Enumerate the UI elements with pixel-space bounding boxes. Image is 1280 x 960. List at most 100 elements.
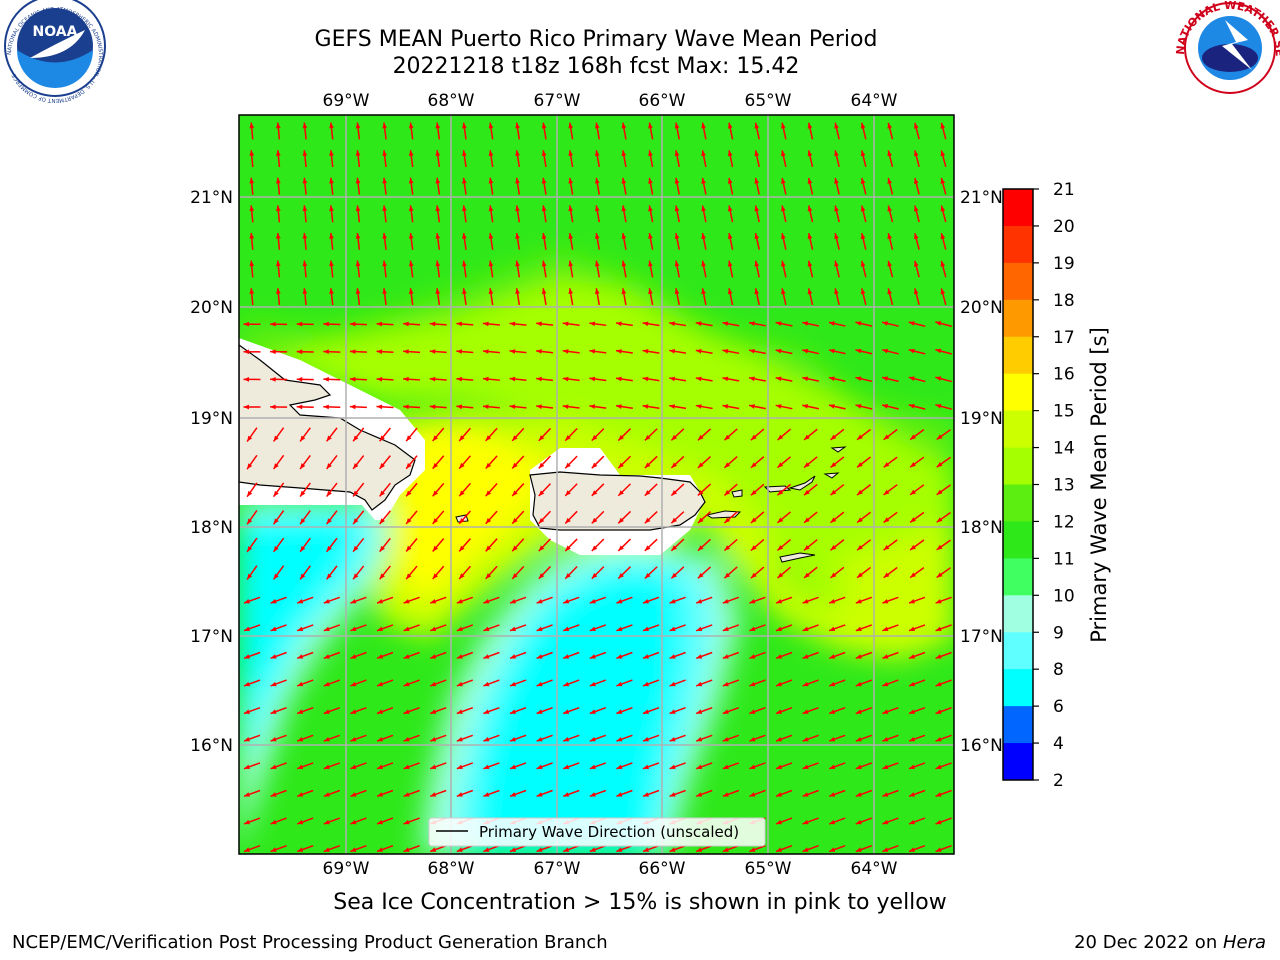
wave-arrow-head: [643, 764, 650, 770]
wave-arrow-head: [435, 232, 441, 239]
wave-arrow-head: [296, 321, 303, 327]
wave-arrow-head: [562, 349, 569, 354]
wave-arrow-head: [754, 288, 760, 295]
wave-arrow-head: [777, 545, 784, 551]
wave-arrow-head: [591, 462, 598, 469]
virgin-islands: [763, 446, 847, 493]
wave-arrow-head: [775, 321, 782, 326]
wave-arrow-head: [696, 626, 703, 632]
wave-arrow-head: [350, 681, 357, 687]
wave-arrow-head: [669, 599, 676, 604]
wave-arrow-head: [855, 819, 862, 825]
wave-arrow-head: [275, 232, 281, 239]
wave-arrow-head: [270, 626, 277, 632]
wave-arrow-head: [644, 517, 651, 524]
wave-arrow-head: [355, 260, 361, 267]
colorbar-segment: [1003, 706, 1033, 744]
wave-arrow-head: [618, 434, 624, 441]
wave-arrow-head: [855, 709, 862, 714]
noaa-logo: NOAA NATIONAL OCEANIC AND ATMOSPHERIC AD…: [4, 0, 106, 103]
wave-arrow-head: [781, 260, 786, 267]
wave-arrow-head: [643, 709, 650, 714]
wave-arrow-head: [379, 490, 385, 497]
wave-arrow-head: [936, 572, 943, 578]
wave-arrow-head: [406, 490, 412, 497]
wave-arrow-head: [674, 177, 680, 184]
wave-arrow-head: [459, 518, 465, 524]
wave-arrow-head: [648, 288, 653, 295]
colorbar-tick-label: 21: [1053, 180, 1075, 200]
wave-arrow-head: [538, 545, 545, 552]
wave-arrow-head: [302, 288, 308, 294]
wave-arrow-head: [910, 517, 916, 523]
wave-arrow-head: [249, 177, 255, 184]
wave-arrow-head: [701, 122, 706, 129]
wave-arrow-head: [644, 462, 651, 469]
wave-arrow-head: [724, 434, 731, 441]
wave-arrow-head: [515, 260, 520, 267]
wave-arrow-head: [828, 404, 835, 409]
wave-arrow-head: [803, 517, 810, 523]
wave-arrow-head: [802, 819, 809, 825]
wave-arrow-head: [483, 626, 490, 632]
wave-arrow-head: [326, 435, 332, 442]
wave-arrow-head: [671, 572, 678, 579]
wave-arrow-head: [722, 847, 729, 852]
wave-arrow-head: [701, 288, 706, 295]
wave-arrow-head: [510, 792, 517, 797]
wave-arrow-head: [913, 260, 919, 267]
wave-arrow-head: [803, 489, 810, 496]
wave-arrow-head: [642, 404, 649, 409]
wave-arrow-head: [243, 404, 250, 410]
wave-arrow-head: [589, 737, 596, 742]
chart-subtitle: 20221218 t18z 168h fcst Max: 15.42: [392, 54, 800, 79]
wave-arrow-head: [244, 681, 251, 687]
wave-arrow-head: [430, 599, 437, 604]
wave-arrow-head: [541, 177, 547, 184]
wave-arrow-head: [750, 489, 757, 496]
wave-arrow-head: [749, 321, 755, 326]
wave-arrow-head: [594, 205, 600, 212]
wave-arrow-head: [589, 404, 596, 409]
colorbar-segment: [1003, 632, 1033, 670]
wave-arrow-head: [724, 517, 731, 524]
wave-arrow-head: [270, 681, 277, 687]
wave-arrow-head: [777, 489, 784, 496]
wave-arrow-head: [696, 599, 703, 604]
wave-arrow-head: [908, 376, 915, 381]
wave-arrow-head: [936, 517, 943, 523]
wave-arrow-head: [377, 792, 384, 797]
wave-arrow-head: [909, 819, 916, 825]
wave-arrow-head: [488, 288, 494, 295]
wave-arrow-head: [621, 122, 627, 129]
wave-arrow-head: [594, 122, 600, 129]
wave-arrow-head: [403, 626, 410, 632]
wave-arrow-head: [776, 737, 783, 742]
wave-arrow-head: [243, 349, 250, 355]
wave-arrow-head: [329, 122, 334, 129]
wave-arrow-head: [302, 150, 308, 156]
wave-arrow-head: [435, 150, 441, 156]
wave-arrow-head: [488, 177, 494, 184]
colorbar-segment: [1003, 225, 1033, 264]
colorbar-segment: [1003, 410, 1033, 449]
wave-arrow-head: [589, 376, 596, 382]
wave-arrow-head: [538, 517, 545, 524]
wave-arrow-head: [695, 348, 702, 354]
lon-label: 65°W: [745, 91, 792, 111]
wave-arrow-head: [776, 819, 783, 825]
wave-arrow-head: [403, 376, 409, 382]
wave-arrow-head: [538, 435, 545, 441]
wave-arrow-head: [485, 435, 492, 441]
wave-arrow-head: [565, 517, 571, 524]
wave-arrow-head: [273, 546, 279, 552]
wave-arrow-head: [432, 490, 439, 497]
lat-label: 20°N: [960, 298, 1003, 318]
wave-arrow-head: [589, 599, 596, 604]
wave-arrow-head: [565, 435, 571, 441]
wave-arrow-head: [355, 177, 361, 184]
wave-arrow-head: [669, 792, 676, 797]
wave-arrow-head: [300, 545, 306, 552]
colorbar-tick-label: 16: [1053, 365, 1075, 385]
wave-arrow-head: [940, 150, 946, 157]
